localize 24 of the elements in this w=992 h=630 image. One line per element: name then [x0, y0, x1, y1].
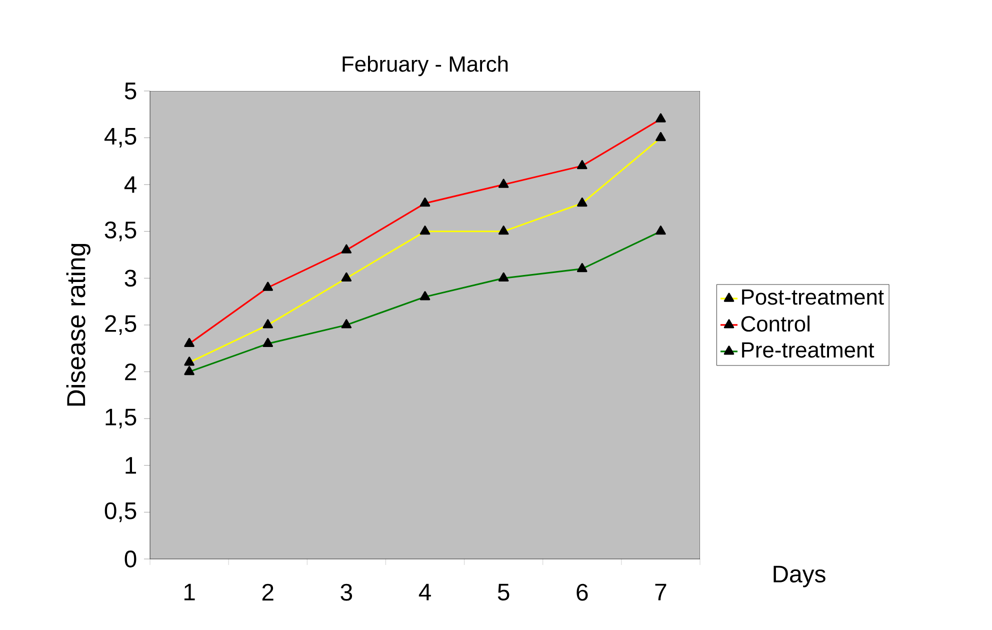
y-tick-label: 3	[124, 270, 136, 287]
y-tick-label: 4	[124, 176, 136, 193]
legend-label: Post-treatment	[742, 290, 884, 305]
x-tick-label: 1	[184, 584, 195, 600]
x-tick-label: 3	[340, 584, 352, 601]
y-tick-label: 0,5	[104, 502, 136, 522]
x-tick-label: 4	[418, 584, 431, 600]
legend-label: Pre-treatment	[742, 342, 874, 358]
chart-title: February - March	[342, 56, 508, 76]
legend-label: Control	[741, 316, 810, 332]
y-tick-label: 2	[125, 363, 136, 380]
x-tick-label: 6	[576, 584, 588, 601]
x-tick-label: 2	[262, 584, 274, 601]
y-tick-label: 4,5	[104, 128, 136, 148]
y-tick-label: 0	[124, 550, 136, 568]
y-tick-label: 1,5	[106, 408, 136, 428]
y-tick-label: 5	[124, 82, 136, 100]
y-axis-title: Disease rating	[66, 244, 90, 406]
x-tick-label: 7	[655, 584, 666, 600]
y-tick-label: 3,5	[104, 222, 136, 242]
x-axis-title: Days	[774, 566, 826, 588]
y-tick-label: 1	[126, 457, 136, 474]
x-tick-label: 5	[498, 584, 510, 601]
y-tick-label: 2,5	[105, 315, 136, 335]
